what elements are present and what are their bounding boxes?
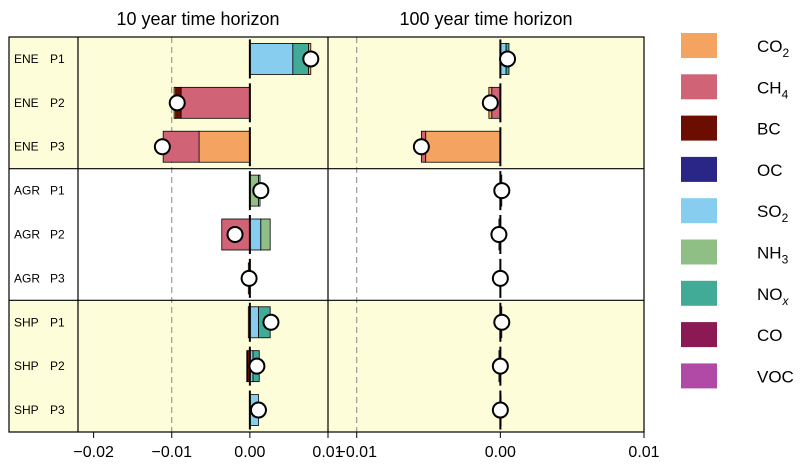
- row-bands: [9, 37, 644, 432]
- row-labels: ENE P1 ENE P2 ENE P3 AGR P1 AGR P2 AGR P3 SHP P1 SHP P2…: [14, 52, 65, 417]
- row-label-policy: P2: [50, 228, 65, 242]
- total-marker-shp-p3-h100: [491, 401, 509, 419]
- legend-swatch-nh3: [681, 239, 717, 265]
- legend-label-co2: CO2: [757, 37, 790, 60]
- total-marker-ene-p1-h100: [499, 50, 517, 68]
- legend-label-ch4: CH4: [757, 78, 789, 101]
- bar-shp-p1-h10-so2: [249, 306, 259, 339]
- row-label-group: SHP: [14, 315, 39, 329]
- x-ticks: −0.02 −0.01 0.00 0.01−0.01 0.00 0.01: [73, 432, 660, 461]
- row-label-group: AGR: [14, 271, 40, 285]
- row-label-policy: P2: [50, 359, 65, 373]
- legend-label-voc: VOC: [757, 367, 794, 386]
- total-marker-shp-p1-h100: [493, 313, 511, 331]
- legend-label-oc: OC: [757, 161, 783, 180]
- row-label-policy: P1: [50, 315, 65, 329]
- outer-frame: [8, 36, 645, 433]
- tick-label-panel-2-2: 0.01: [628, 444, 659, 461]
- total-marker-ene-p2-h10: [168, 94, 186, 112]
- tick-label-panel-1-0: −0.02: [73, 444, 114, 461]
- panel-frames: [8, 36, 645, 433]
- bar-agr-p2-h10-so2: [249, 218, 262, 251]
- group-band-ene: [9, 37, 644, 169]
- tick-label-panel-2-1: 0.00: [485, 444, 516, 461]
- panel-titles: 10 year time horizon 100 year time horizo…: [116, 9, 572, 29]
- bar-ene-p3-h100-co2: [425, 130, 501, 163]
- legend-swatch-ch4: [681, 74, 717, 100]
- legend-label-co: CO: [757, 326, 783, 345]
- bar-shp-p2-h10-ch4: [246, 350, 248, 383]
- panel-title-1: 10 year time horizon: [116, 9, 279, 29]
- tick-label-panel-2-0: −0.01: [336, 444, 377, 461]
- bar-ene-p3-h10-co2: [198, 130, 251, 163]
- total-markers: [153, 50, 517, 419]
- legend: CO2 CH4 BC OC SO2 NH3 NOx CO VOC: [681, 33, 794, 389]
- legend-swatch-oc: [681, 156, 717, 182]
- legend-swatch-voc: [681, 363, 717, 389]
- total-marker-ene-p3-h10: [153, 138, 171, 156]
- legend-label-nh3: NH3: [757, 244, 789, 267]
- total-marker-shp-p2-h10: [248, 357, 266, 375]
- legend-swatch-nox: [681, 280, 717, 306]
- bar-ene-p2-h10-ch4: [180, 86, 251, 119]
- legend-swatch-so2: [681, 198, 717, 224]
- total-marker-ene-p1-h10: [302, 50, 320, 68]
- total-marker-shp-p2-h100: [491, 357, 509, 375]
- group-band-agr: [9, 168, 644, 301]
- row-label-group: ENE: [14, 52, 39, 66]
- row-label-group: SHP: [14, 359, 39, 373]
- row-label-policy: P1: [50, 52, 65, 66]
- row-label-policy: P1: [50, 184, 65, 198]
- bar-ene-p1-h10-so2: [249, 43, 294, 75]
- total-marker-agr-p2-h100: [490, 226, 508, 243]
- total-marker-ene-p3-h100: [412, 138, 430, 156]
- row-label-group: SHP: [14, 403, 39, 417]
- group-band-shp: [9, 300, 644, 432]
- total-marker-ene-p2-h100: [481, 94, 499, 112]
- row-label-group: AGR: [14, 184, 40, 198]
- total-marker-agr-p3-h10: [240, 269, 258, 287]
- total-marker-shp-p3-h10: [249, 401, 267, 419]
- row-label-policy: P3: [50, 403, 65, 417]
- total-marker-agr-p1-h10: [252, 182, 270, 200]
- legend-label-bc: BC: [757, 120, 781, 139]
- row-label-group: ENE: [14, 140, 39, 154]
- tick-label-panel-1-3: 0.01: [312, 444, 343, 461]
- legend-swatch-co2: [681, 33, 717, 58]
- total-marker-shp-p1-h10: [262, 313, 280, 331]
- legend-label-nox: NOx: [757, 285, 790, 308]
- tick-label-panel-1-2: 0.00: [234, 444, 265, 461]
- bar-agr-p2-h10-nh3: [260, 218, 271, 251]
- legend-swatch-bc: [681, 115, 717, 141]
- row-label-policy: P2: [50, 96, 65, 110]
- legend-label-so2: SO2: [757, 202, 789, 225]
- panel-title-2: 100 year time horizon: [399, 9, 572, 29]
- total-marker-agr-p2-h10: [226, 226, 244, 243]
- total-marker-agr-p3-h100: [491, 269, 509, 287]
- legend-swatch-co: [681, 322, 717, 348]
- tick-label-panel-1-1: −0.01: [152, 444, 193, 461]
- row-label-policy: P3: [50, 271, 65, 285]
- row-label-policy: P3: [50, 140, 65, 154]
- total-marker-agr-p1-h100: [493, 182, 511, 200]
- row-label-group: AGR: [14, 228, 40, 242]
- row-label-group: ENE: [14, 96, 39, 110]
